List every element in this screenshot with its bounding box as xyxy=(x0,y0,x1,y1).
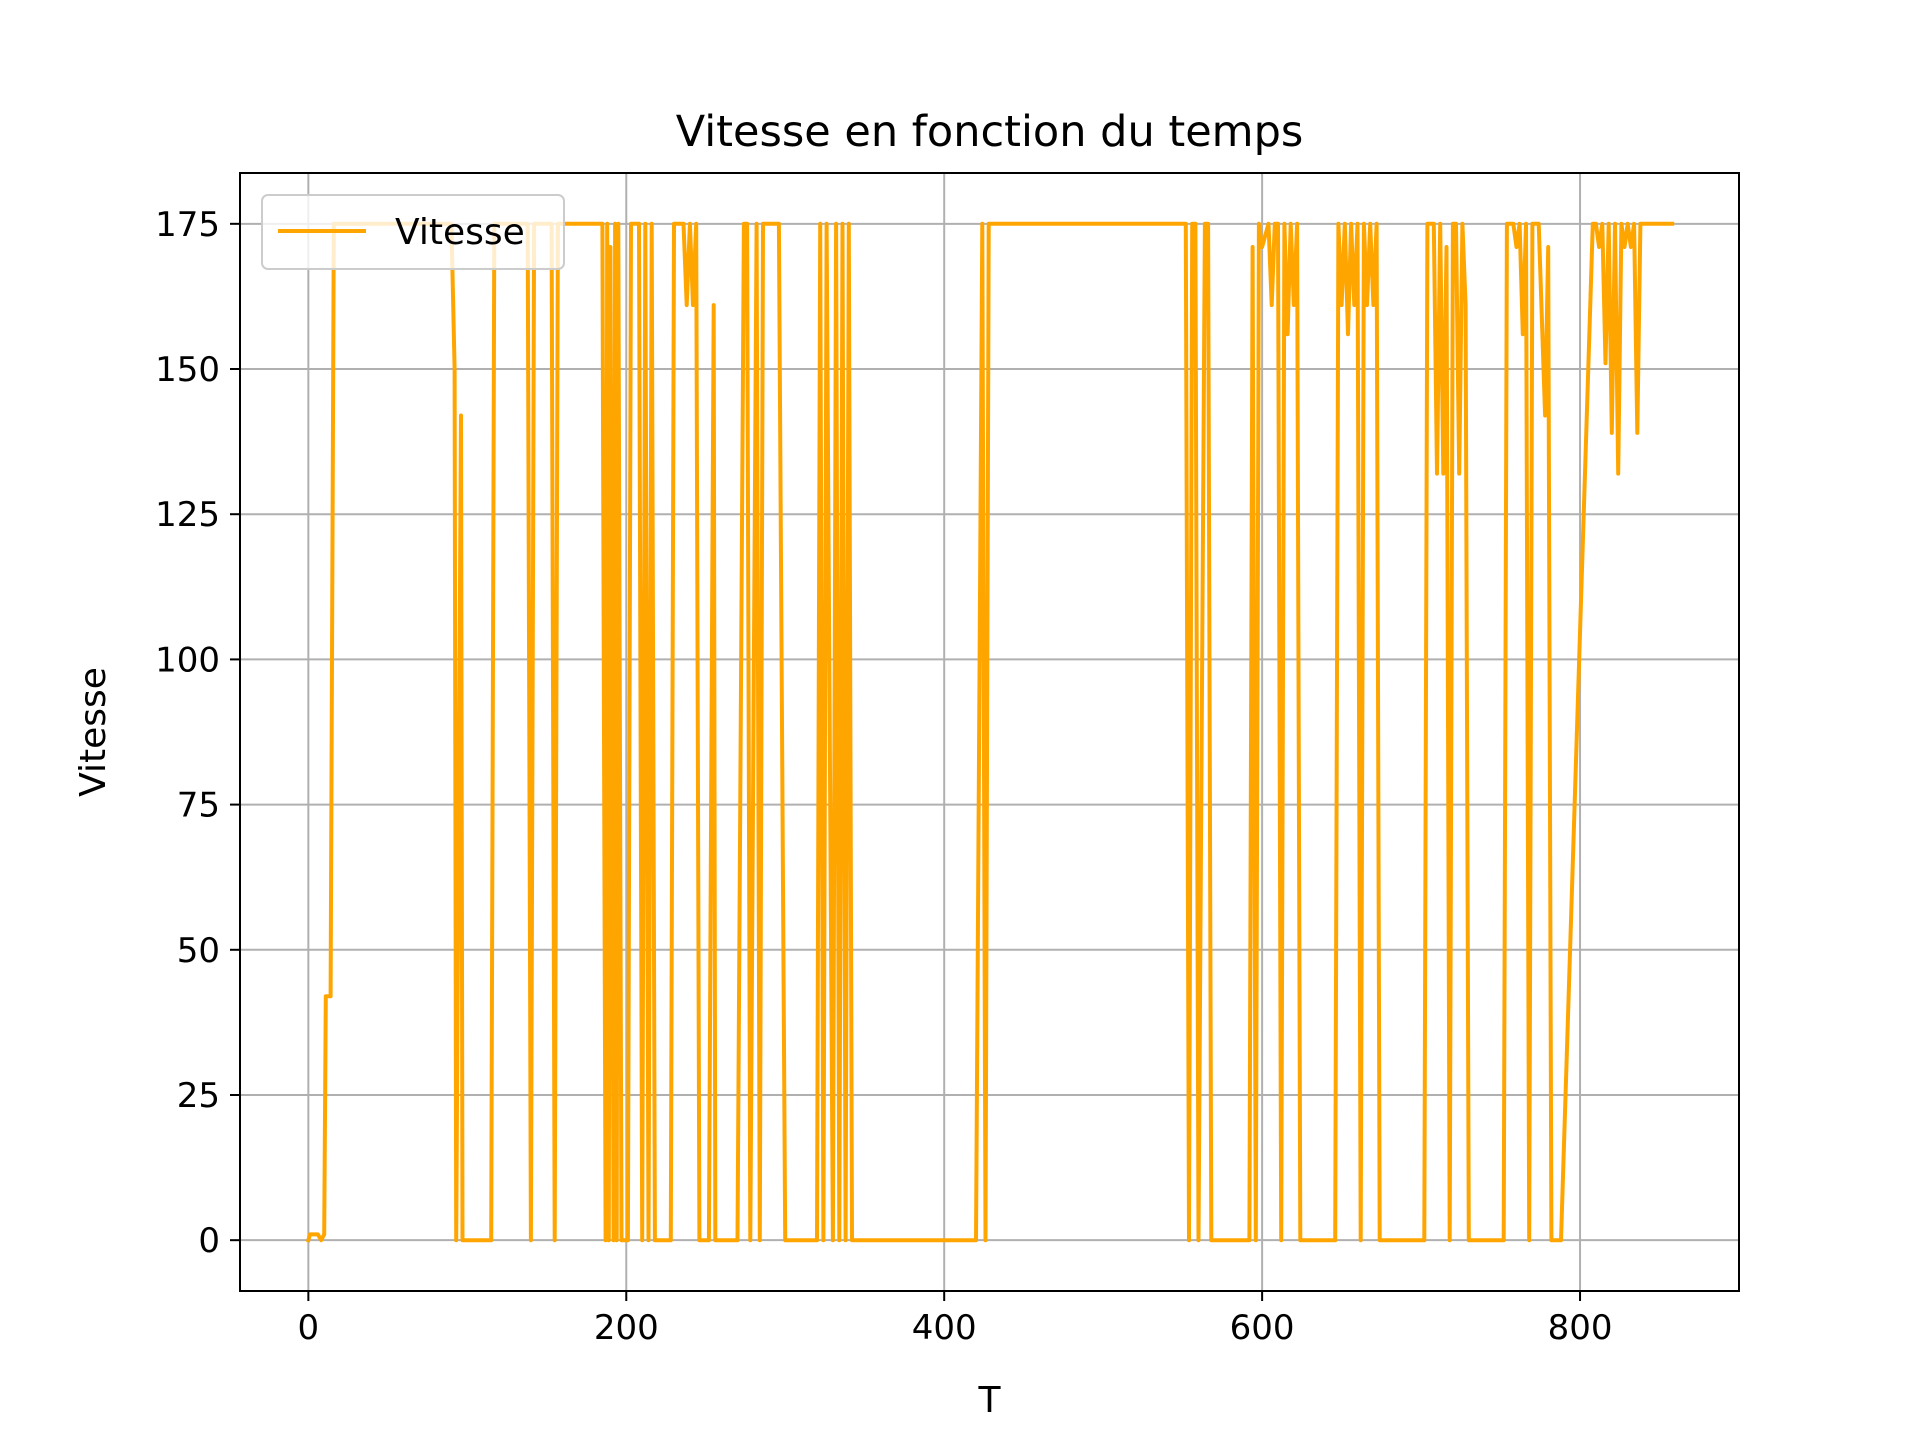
y-tick-label: 125 xyxy=(155,495,220,535)
y-tick-label: 75 xyxy=(177,786,220,826)
plot-frame xyxy=(239,172,1740,1292)
chart-title: Vitesse en fonction du temps xyxy=(676,107,1304,157)
x-tick-label: 200 xyxy=(594,1308,659,1348)
y-tick-label: 0 xyxy=(198,1221,220,1261)
legend-label: Vitesse xyxy=(395,212,525,253)
legend-box xyxy=(261,194,565,270)
y-tick-label: 100 xyxy=(155,640,220,680)
x-tick-label: 0 xyxy=(298,1308,320,1348)
y-tick-label: 175 xyxy=(155,205,220,245)
x-axis-label: T xyxy=(978,1380,1002,1421)
x-tick-label: 600 xyxy=(1230,1308,1295,1348)
x-tick-label: 800 xyxy=(1548,1308,1613,1348)
series-layer xyxy=(305,221,1675,1243)
series-line-0 xyxy=(305,221,1675,1243)
y-tick-label: 50 xyxy=(177,931,220,971)
tick-layer: 0 200 400 600 800 0 25 50 75 100 125 150 175 xyxy=(155,205,1612,1348)
y-tick-label: 150 xyxy=(155,350,220,390)
y-tick-label: 25 xyxy=(177,1076,220,1116)
y-axis-label: Vitesse xyxy=(73,667,114,797)
legend: Vitesse xyxy=(261,194,565,270)
x-tick-label: 400 xyxy=(912,1308,977,1348)
